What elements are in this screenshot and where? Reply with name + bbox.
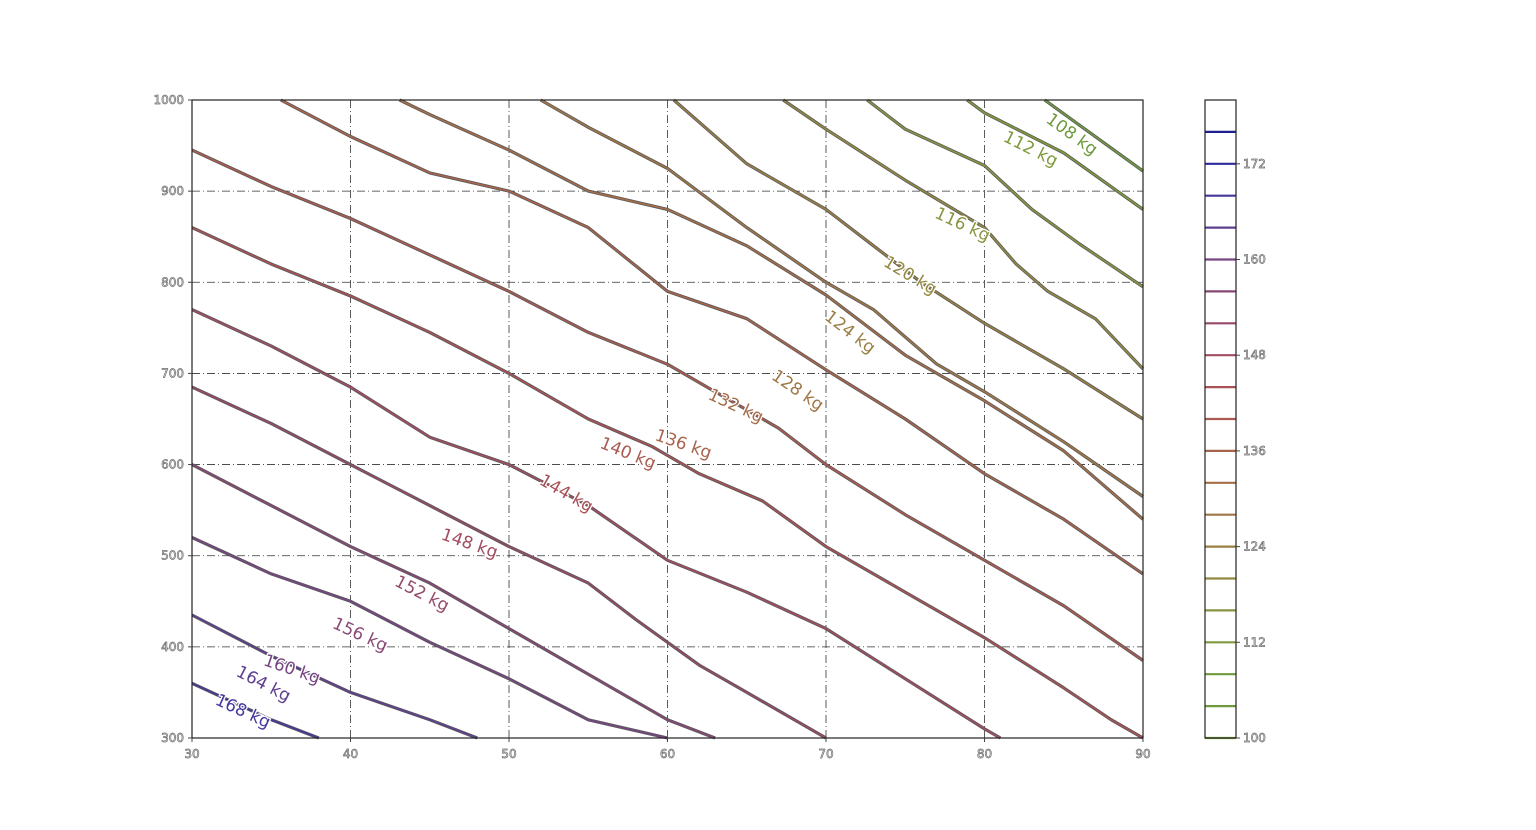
y-tick-label: 600	[161, 458, 184, 472]
contour-label: 136 kg	[652, 426, 714, 464]
colorbar-tick-label: 100	[1243, 731, 1266, 745]
contour-line	[191, 536, 668, 739]
y-tick-label: 1000	[153, 93, 184, 107]
x-tick-label: 40	[343, 747, 358, 761]
x-axis-ticks: 30 40 50 60 70 80 90	[184, 738, 1151, 761]
colorbar-frame	[1204, 99, 1237, 739]
colorbar: 100 112 124 136 148 160 172	[1204, 99, 1266, 745]
contour-label: 156 kg	[329, 614, 391, 657]
contour-label: 148 kg	[438, 525, 500, 563]
colorbar-tick-label: 136	[1243, 444, 1266, 458]
colorbar-tick-label: 148	[1243, 348, 1266, 362]
colorbar-tick-label: 172	[1243, 157, 1266, 171]
y-tick-label: 400	[161, 640, 184, 654]
contour-line	[191, 682, 320, 739]
contour-label: 140 kg	[597, 433, 659, 473]
contour-line-outline	[672, 98, 1144, 421]
contour-line	[966, 99, 1144, 211]
x-tick-label: 60	[660, 747, 675, 761]
contour-label: 116 kg	[932, 204, 994, 247]
x-tick-label: 90	[1135, 747, 1150, 761]
y-axis-ticks: 300 400 500 600 700 800 900 1000	[153, 93, 192, 745]
contour-line	[399, 99, 1144, 520]
contour-line	[191, 463, 716, 739]
x-tick-label: 70	[818, 747, 833, 761]
contour-line-outline	[280, 98, 1144, 576]
contour-line	[673, 99, 1144, 420]
y-tick-label: 700	[161, 366, 184, 380]
x-tick-label: 80	[977, 747, 992, 761]
contour-line	[540, 99, 1144, 498]
x-tick-label: 30	[184, 747, 199, 761]
colorbar-tick-label: 112	[1243, 635, 1266, 649]
contour-line	[280, 99, 1144, 575]
contour-line-outline	[191, 536, 668, 740]
y-tick-label: 500	[161, 549, 184, 563]
contour-line	[866, 99, 1144, 288]
contour-line	[191, 386, 827, 739]
colorbar-lines	[1205, 130, 1236, 740]
colorbar-tick-label: 124	[1243, 540, 1266, 554]
colorbar-tick-label: 160	[1243, 253, 1266, 267]
contour-line	[191, 226, 1144, 739]
x-tick-label: 50	[501, 747, 516, 761]
contour-line	[191, 308, 1001, 739]
contour-line	[191, 149, 1144, 662]
contour-line	[191, 614, 478, 739]
contour-line	[782, 99, 1144, 370]
grid-lines	[192, 100, 1143, 738]
contour-label: 132 kg	[705, 385, 767, 428]
contour-label: 120 kg	[880, 252, 940, 299]
contour-label: 112 kg	[1000, 127, 1061, 171]
y-tick-label: 900	[161, 184, 184, 198]
y-tick-label: 300	[161, 731, 184, 745]
contour-line	[1044, 99, 1144, 172]
contour-line-outline	[398, 98, 1145, 521]
y-tick-label: 800	[161, 275, 184, 289]
colorbar-ticks: 100 112 124 136 148 160 172	[1236, 156, 1266, 745]
contour-label: 144 kg	[536, 470, 597, 516]
contour-lines	[191, 98, 1145, 740]
contour-label: 168 kg	[212, 690, 274, 733]
